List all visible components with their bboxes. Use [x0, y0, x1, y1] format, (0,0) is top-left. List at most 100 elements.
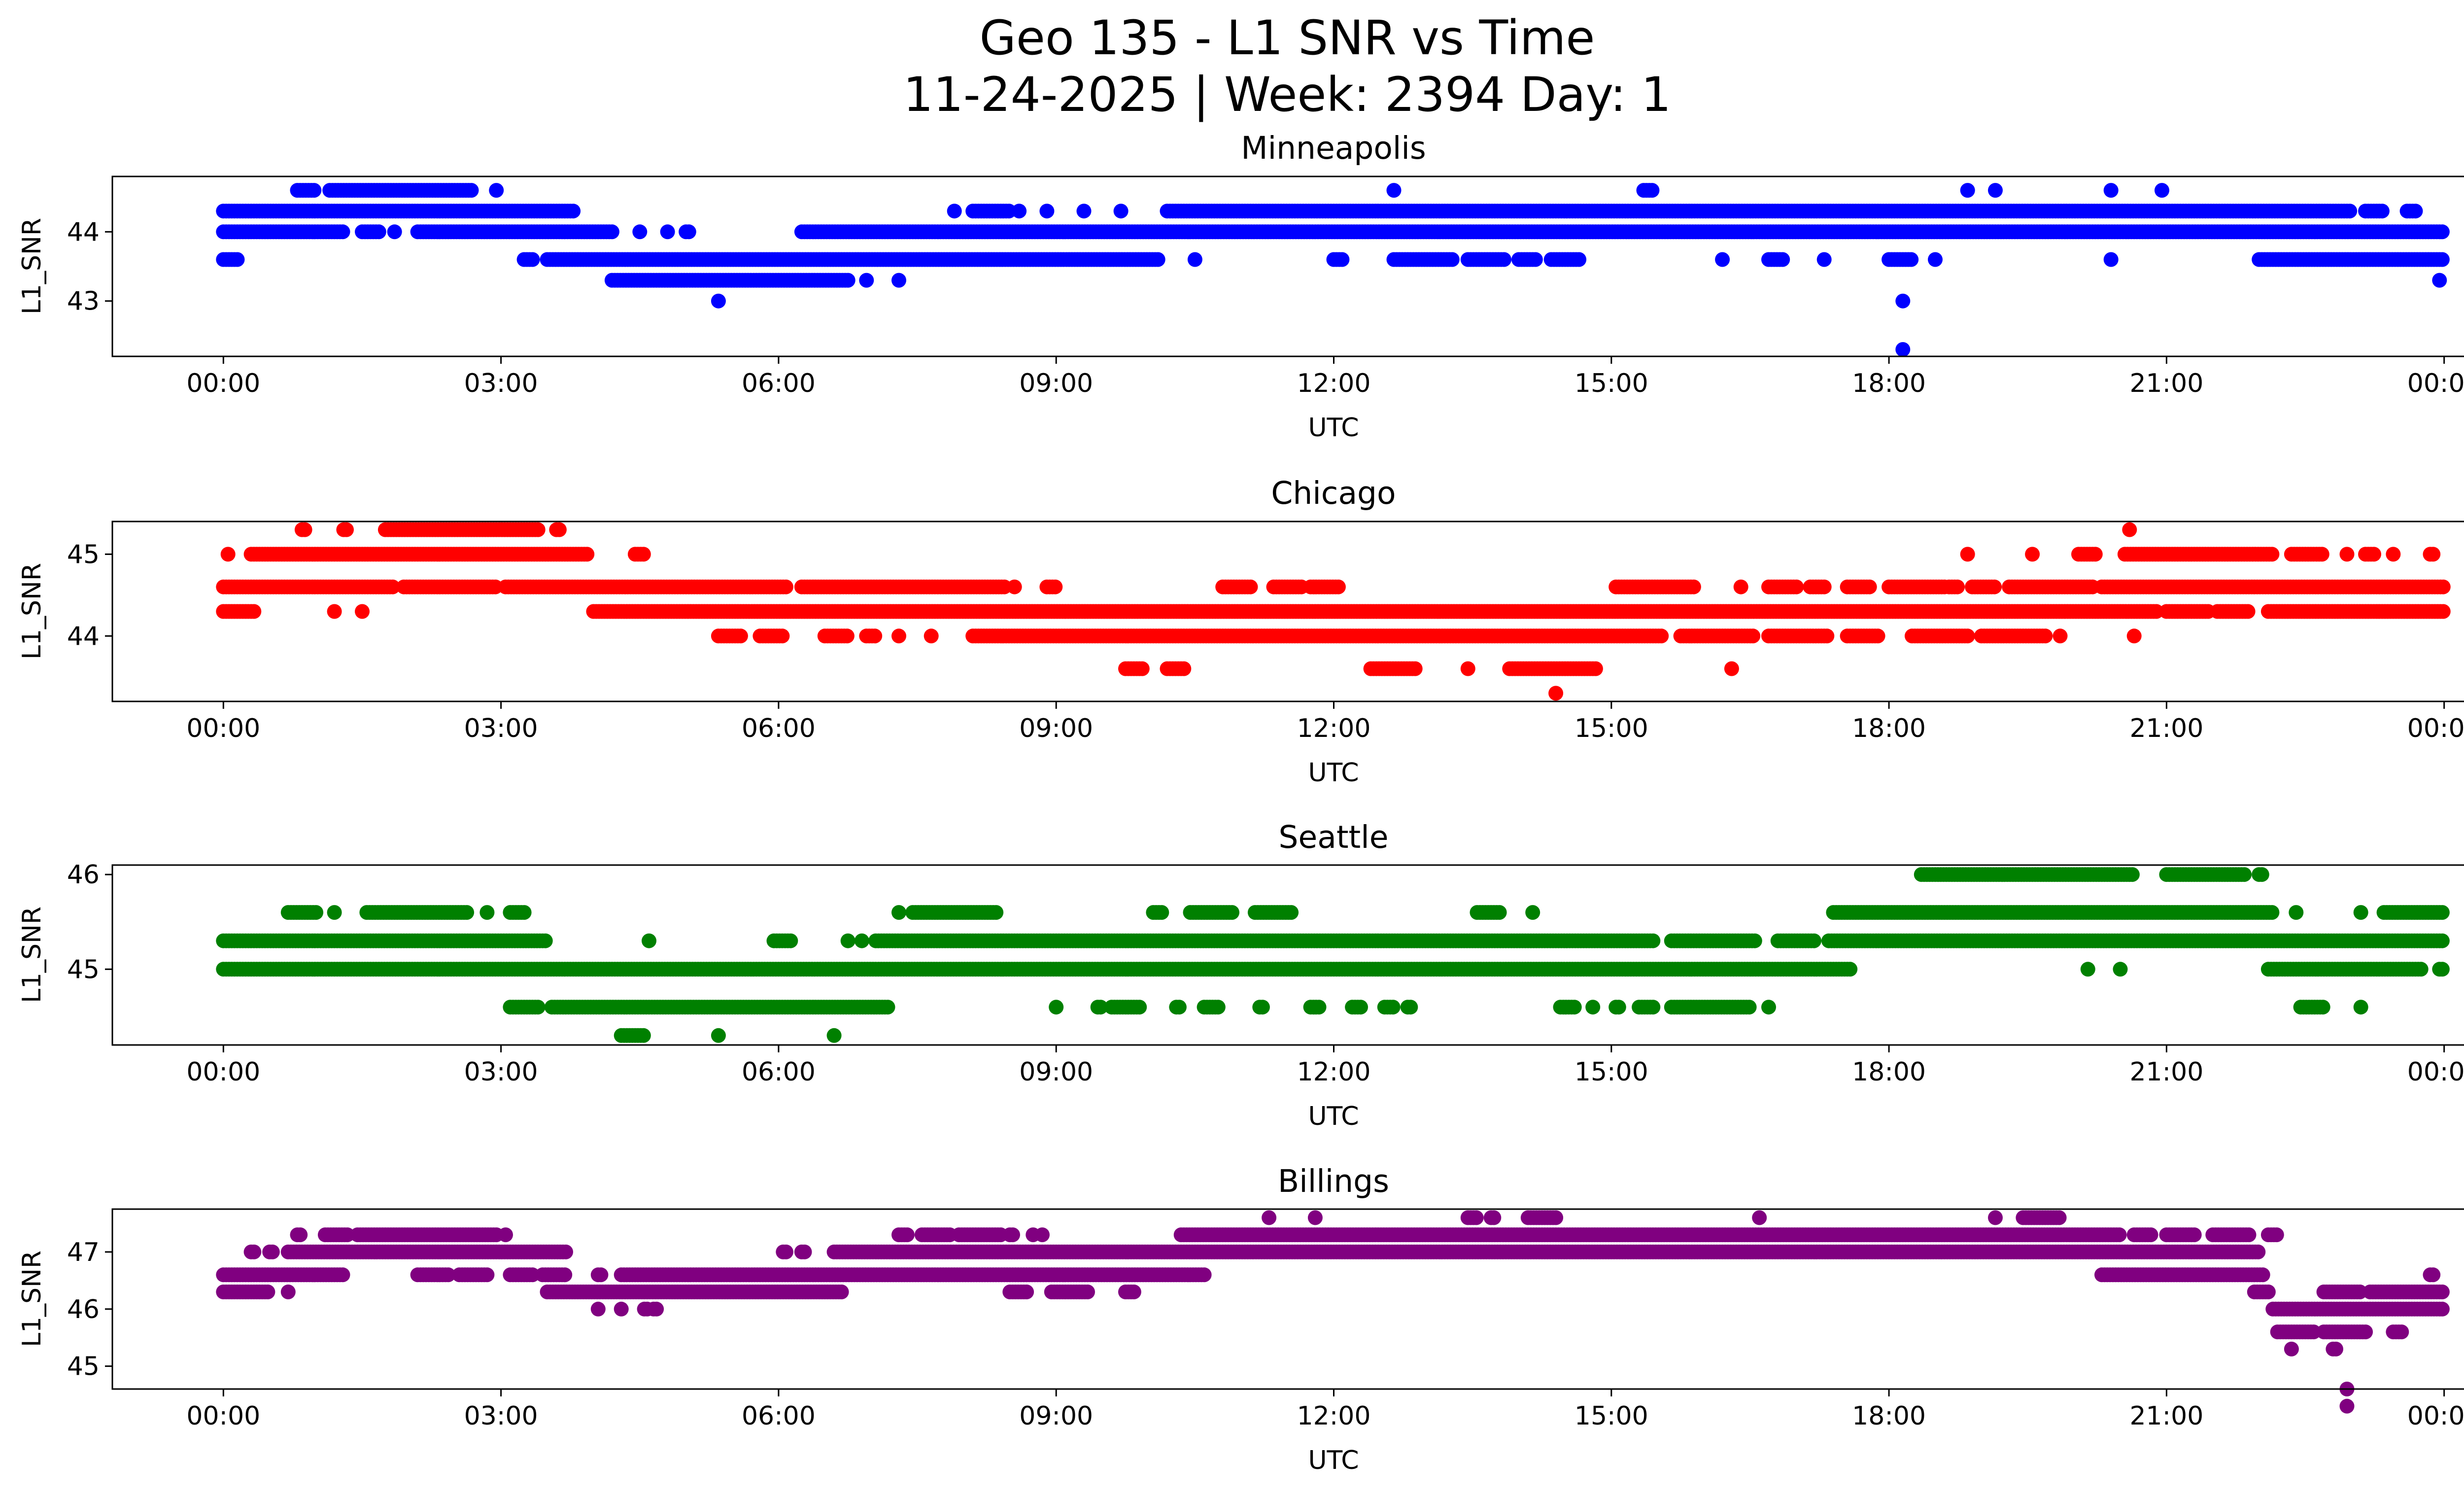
data-point-chicago [488, 579, 503, 594]
data-point-minneapolis [230, 252, 245, 267]
data-point-chicago [1654, 628, 1669, 644]
data-point-minneapolis [1528, 252, 1543, 267]
data-point-minneapolis [2434, 252, 2450, 267]
data-point-minneapolis [1187, 252, 1202, 267]
data-point-minneapolis [1386, 183, 1402, 198]
data-point-chicago [2264, 547, 2280, 562]
data-point-chicago [2025, 547, 2040, 562]
data-point-minneapolis [2155, 183, 2169, 198]
data-point-chicago [339, 522, 354, 537]
data-point-chicago [775, 628, 790, 644]
x-tick-label: 03:00 [464, 369, 538, 398]
data-point-minneapolis [1572, 252, 1587, 267]
data-point-seattle [891, 905, 906, 920]
x-tick-label: 09:00 [1019, 714, 1093, 743]
y-tick-label: 43 [67, 287, 100, 316]
data-point-minneapolis [1012, 204, 1027, 219]
data-point-chicago [246, 604, 262, 619]
data-point-seattle [854, 933, 869, 948]
data-point-seattle [2264, 905, 2280, 920]
data-point-minneapolis [335, 224, 350, 240]
data-point-seattle [2434, 933, 2450, 948]
data-point-minneapolis [1895, 293, 1911, 309]
data-point-seattle [2289, 905, 2304, 920]
data-point-minneapolis [1113, 204, 1129, 219]
x-tick-label: 00:00 [2407, 369, 2464, 398]
data-point-minneapolis [711, 293, 726, 309]
x-axis-label-minneapolis: UTC [1308, 413, 1359, 443]
scatter-points-chicago [216, 522, 2451, 701]
data-point-minneapolis [566, 204, 581, 219]
data-point-chicago [1950, 579, 1965, 594]
data-point-seattle [516, 905, 532, 920]
data-point-chicago [839, 628, 855, 644]
data-point-chicago [1548, 686, 1564, 701]
data-point-minneapolis [1039, 204, 1055, 219]
data-point-minneapolis [1928, 252, 1943, 267]
data-point-seattle [1154, 905, 1169, 920]
data-point-minneapolis [947, 204, 962, 219]
data-point-chicago [997, 579, 1012, 594]
data-point-chicago [1789, 579, 1804, 594]
y-axis-label-minneapolis: L1_SNR [17, 218, 47, 314]
data-point-minneapolis [1988, 183, 2003, 198]
x-tick-label: 03:00 [464, 714, 538, 743]
data-point-minneapolis [2342, 204, 2358, 219]
data-point-chicago [355, 604, 370, 619]
data-point-seattle [459, 905, 475, 920]
data-point-chicago [1176, 661, 1192, 676]
data-point-chicago [1816, 579, 1832, 594]
data-point-seattle [989, 905, 1004, 920]
subplot-title-minneapolis: Minneapolis [1241, 130, 1426, 166]
data-point-minneapolis [1497, 252, 1511, 267]
data-point-chicago [924, 628, 939, 644]
data-point-minneapolis [681, 224, 696, 240]
data-point-seattle [840, 933, 856, 948]
x-tick-label: 09:00 [1019, 369, 1093, 398]
data-point-minneapolis [891, 273, 906, 288]
y-axis-label-chicago: L1_SNR [17, 563, 47, 660]
data-point-minneapolis [660, 224, 675, 240]
data-point-chicago [2386, 547, 2401, 562]
y-tick-label: 44 [67, 622, 100, 651]
data-point-minneapolis [2103, 183, 2119, 198]
data-point-chicago [2435, 604, 2451, 619]
x-tick-label: 12:00 [1297, 369, 1371, 398]
data-point-seattle [642, 933, 656, 948]
data-point-chicago [1134, 661, 1150, 676]
data-point-seattle [1492, 905, 1507, 920]
data-point-minneapolis [859, 273, 874, 288]
data-point-seattle [1747, 933, 1762, 948]
data-point-minneapolis [1076, 204, 1092, 219]
data-point-seattle [2434, 905, 2450, 920]
data-point-chicago [1243, 579, 1258, 594]
data-point-chicago [1724, 661, 1739, 676]
data-point-minneapolis [2408, 204, 2423, 219]
data-point-minneapolis [632, 224, 648, 240]
data-point-chicago [1048, 579, 1063, 594]
data-point-minneapolis [1904, 252, 1919, 267]
data-point-minneapolis [1644, 183, 1660, 198]
x-tick-label: 00:00 [186, 369, 260, 398]
data-point-chicago [1862, 579, 1877, 594]
data-point-seattle [1807, 933, 1821, 948]
data-point-chicago [891, 628, 906, 644]
data-point-minneapolis [1715, 252, 1730, 267]
data-point-chicago [297, 522, 312, 537]
x-axis-label-chicago: UTC [1308, 758, 1359, 788]
data-point-chicago [867, 628, 883, 644]
data-point-seattle [1284, 905, 1299, 920]
data-point-chicago [2339, 547, 2355, 562]
data-point-chicago [1588, 661, 1603, 676]
data-point-chicago [2435, 579, 2451, 594]
data-point-chicago [580, 547, 595, 562]
data-point-chicago [1960, 628, 1975, 644]
data-point-minneapolis [1775, 252, 1790, 267]
data-point-chicago [1407, 661, 1423, 676]
data-point-chicago [2366, 547, 2381, 562]
x-tick-label: 12:00 [1297, 714, 1371, 743]
data-point-minneapolis [1335, 252, 1350, 267]
x-tick-label: 15:00 [1574, 369, 1648, 398]
data-point-chicago [1331, 579, 1346, 594]
